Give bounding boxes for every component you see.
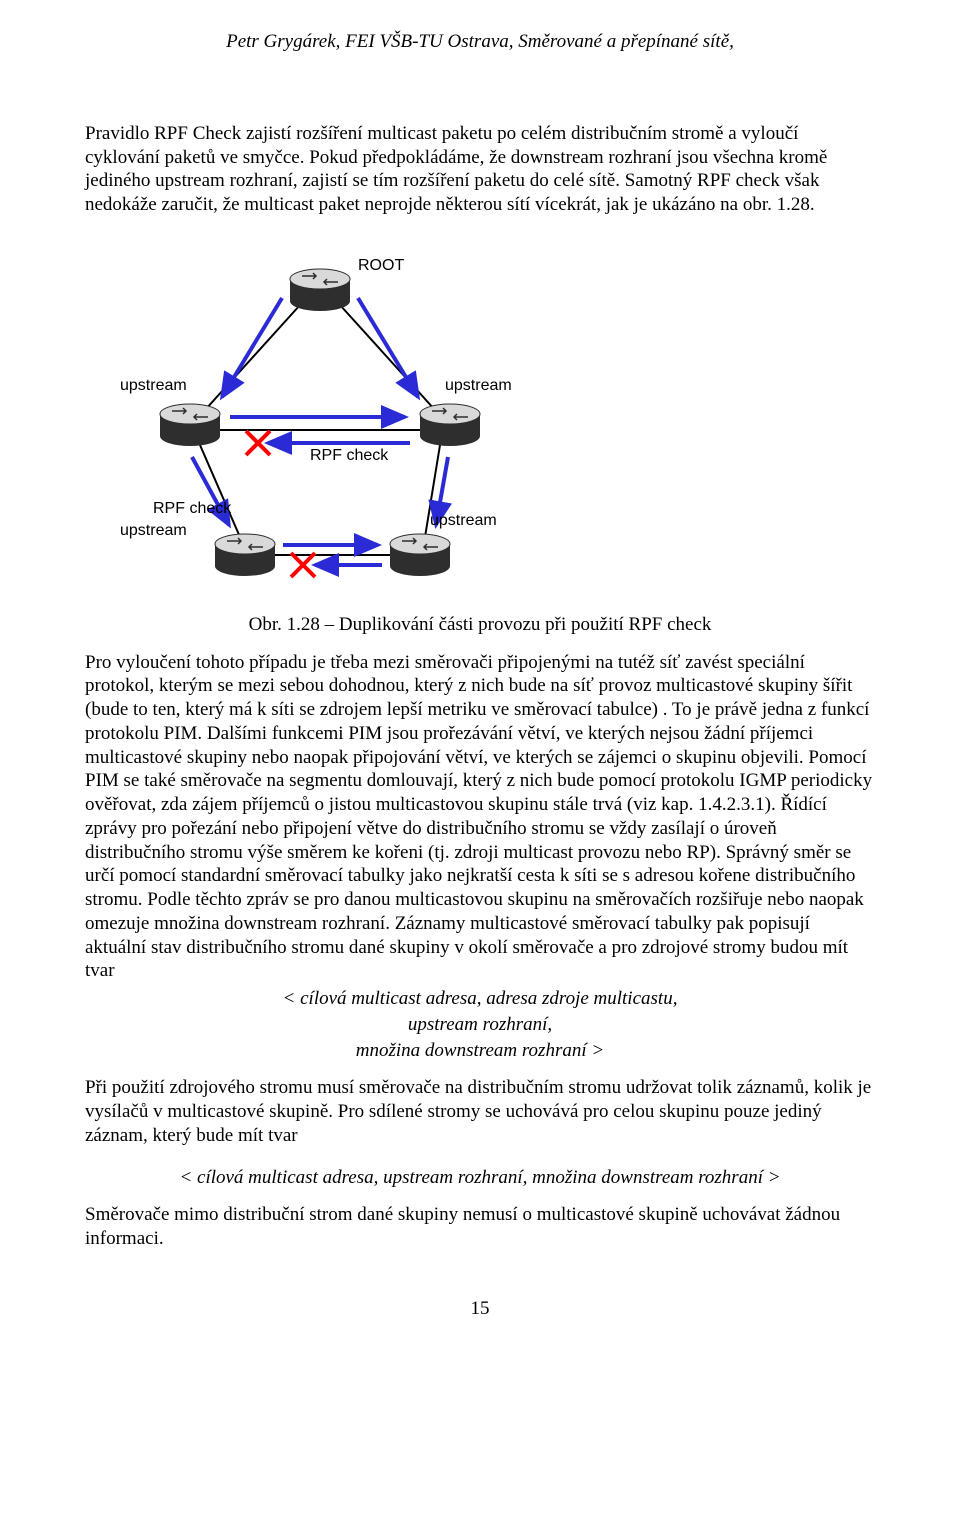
- rpf-diagram: ROOT upstream upstream upstream upstream RPF …: [115, 235, 525, 585]
- paragraph-1: Pravidlo RPF Check zajistí rozšíření mul…: [85, 122, 875, 217]
- paragraph-4: Směrovače mimo distribuční strom dané sk…: [85, 1203, 875, 1251]
- svg-text:upstream: upstream: [120, 522, 187, 539]
- record-source-tree-l1: < cílová multicast adresa, adresa zdroje…: [85, 987, 875, 1011]
- svg-text:ROOT: ROOT: [358, 257, 404, 274]
- svg-text:RPF check: RPF check: [153, 500, 232, 517]
- figure-caption: Obr. 1.28 – Duplikování části provozu př…: [85, 613, 875, 637]
- record-shared-tree: < cílová multicast adresa, upstream rozh…: [85, 1166, 875, 1190]
- svg-text:upstream: upstream: [445, 377, 512, 394]
- paragraph-3: Při použití zdrojového stromu musí směro…: [85, 1076, 875, 1147]
- svg-text:RPF check: RPF check: [310, 447, 389, 464]
- record-source-tree-l2: upstream rozhraní,: [85, 1013, 875, 1037]
- svg-text:upstream: upstream: [430, 512, 497, 529]
- figure-1-28: ROOT upstream upstream upstream upstream RPF …: [85, 235, 875, 585]
- svg-text:upstream: upstream: [120, 377, 187, 394]
- paragraph-2: Pro vyloučení tohoto případu je třeba me…: [85, 651, 875, 984]
- document-page: Petr Grygárek, FEI VŠB-TU Ostrava, Směro…: [0, 0, 960, 1361]
- record-source-tree-l3: množina downstream rozhraní >: [85, 1039, 875, 1063]
- running-header: Petr Grygárek, FEI VŠB-TU Ostrava, Směro…: [85, 30, 875, 54]
- page-number: 15: [85, 1297, 875, 1321]
